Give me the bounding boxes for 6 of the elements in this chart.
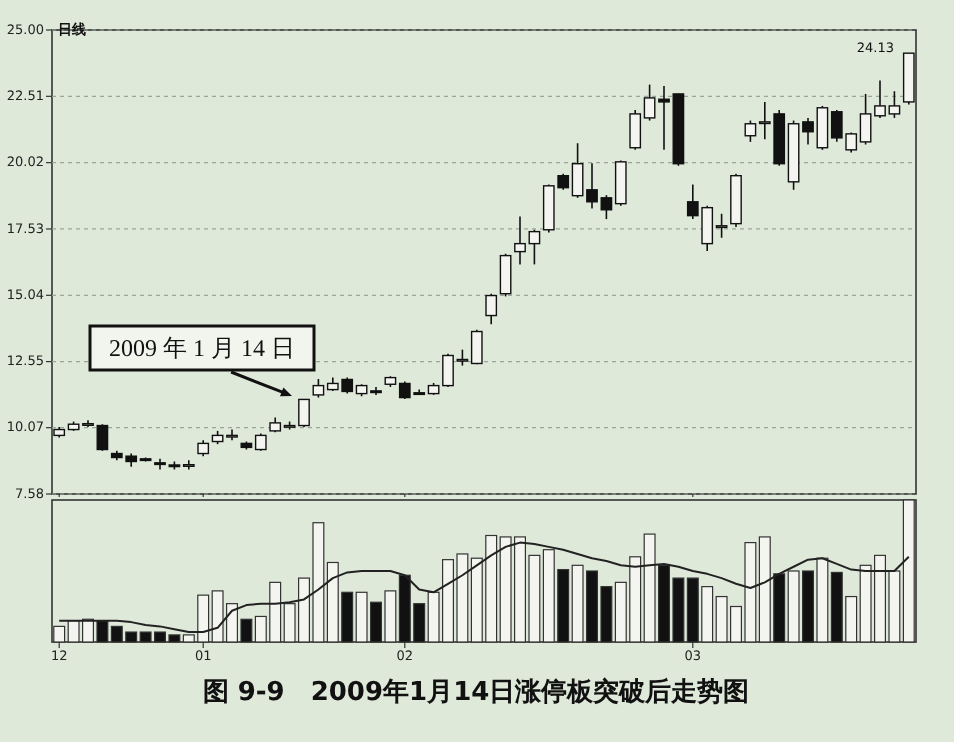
candlestick <box>499 252 512 298</box>
candlestick <box>485 292 498 326</box>
annotation-box: 2009 年 1 月 14 日 <box>88 324 316 372</box>
candlestick <box>730 173 742 228</box>
annotation: 2009 年 1 月 14 日 <box>109 333 295 362</box>
caption: 图 9-9 2009年1月14日涨停板突破后走势图 <box>202 676 750 708</box>
